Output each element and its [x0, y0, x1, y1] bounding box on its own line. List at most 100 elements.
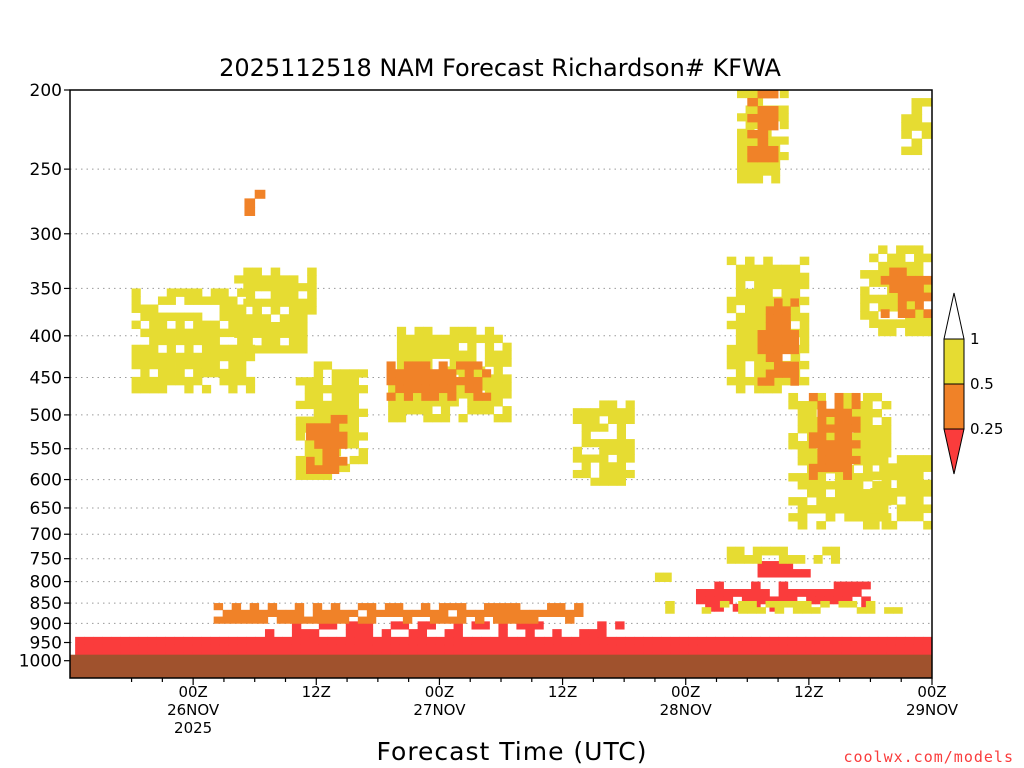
ri-cell [149, 344, 159, 354]
x-tick-label: 29NOV [906, 701, 959, 719]
ri-cell [467, 390, 477, 399]
ri-cell [243, 298, 253, 307]
ri-cell [862, 497, 873, 506]
ri-cell [193, 368, 203, 378]
ri-cell [322, 416, 333, 425]
ri-cell [608, 469, 618, 479]
ri-cell [493, 358, 503, 367]
ri-cell [429, 377, 440, 386]
ri-cell [402, 616, 413, 624]
ri-cell [157, 328, 168, 338]
ri-cell [783, 569, 794, 578]
ri-cell [663, 572, 672, 582]
ri-cell [456, 361, 466, 370]
ri-cell [634, 636, 644, 646]
ri-cell [870, 487, 880, 497]
ri-cell [905, 463, 915, 472]
y-tick-label: 700 [30, 525, 62, 545]
ri-cell [872, 481, 883, 490]
ri-cell [834, 481, 845, 490]
ri-cell [444, 636, 455, 646]
y-tick-label: 500 [30, 406, 62, 426]
ri-cell [757, 569, 767, 578]
ri-cell [735, 272, 746, 282]
richardson-cells [75, 90, 932, 662]
ri-cell [772, 272, 782, 282]
ri-cell [616, 408, 627, 417]
ri-cell [906, 309, 916, 318]
ri-cell [797, 513, 808, 522]
ri-cell [502, 603, 512, 611]
ri-cell [914, 327, 924, 337]
ri-cell [737, 175, 746, 184]
ri-cell [228, 376, 238, 386]
ri-cell [417, 644, 428, 654]
ri-cell [358, 448, 368, 457]
ri-cell [157, 320, 168, 330]
ri-cell [714, 603, 724, 612]
ri-cell [396, 342, 407, 351]
ri-cell [834, 392, 844, 402]
ri-cell [754, 384, 764, 394]
ri-cell [245, 288, 256, 297]
ri-cell [166, 368, 176, 378]
ri-cell [860, 294, 870, 304]
ri-cell [246, 636, 256, 646]
ri-cell [388, 382, 398, 391]
ri-cell [897, 309, 907, 318]
ri-cell [799, 296, 810, 306]
ri-cell [844, 392, 855, 402]
ri-cell [778, 636, 789, 646]
ri-cell [608, 415, 618, 425]
ri-cell [219, 376, 229, 386]
ri-cell [778, 546, 788, 556]
ri-cell [331, 408, 342, 417]
ri-cell [888, 471, 898, 481]
ri-cell [779, 121, 789, 130]
ri-cell [862, 392, 873, 402]
ri-cell [237, 352, 247, 362]
ri-cell [757, 337, 767, 347]
ri-cell [210, 296, 220, 305]
ri-cell [747, 600, 757, 608]
ri-cell [799, 312, 810, 322]
ri-cell [252, 314, 262, 323]
ri-cell [844, 400, 855, 410]
ri-cell [834, 448, 844, 457]
ri-cell [140, 312, 150, 322]
ri-cell [440, 414, 451, 423]
ri-cell [396, 350, 407, 359]
ri-cell [358, 432, 368, 441]
ri-cell [414, 398, 424, 407]
ri-cell [249, 609, 260, 617]
ri-cell [921, 98, 932, 107]
ri-cell [421, 377, 431, 386]
x-tick-label: 00Z [425, 683, 454, 701]
ri-cell [862, 441, 873, 450]
ri-cell [358, 408, 368, 417]
ri-cell [193, 328, 203, 338]
ri-cell [781, 264, 792, 274]
ri-cell [331, 400, 342, 410]
ri-cell [572, 408, 583, 417]
ri-cell [535, 644, 545, 654]
ri-cell [399, 636, 410, 646]
ri-cell [174, 636, 184, 646]
ri-cell [844, 513, 855, 522]
ri-cell [763, 384, 773, 394]
ri-cell [790, 264, 801, 274]
ri-cell [817, 448, 827, 457]
ri-cell [754, 167, 764, 176]
ri-cell [773, 322, 783, 331]
ri-cell [219, 304, 229, 313]
ri-cell [175, 352, 185, 362]
ri-cell [330, 440, 340, 449]
ri-cell [354, 636, 365, 646]
ri-cell [654, 572, 664, 582]
ri-cell [634, 644, 644, 654]
ri-cell [799, 256, 810, 266]
ri-cell [307, 275, 317, 284]
ri-cell [408, 644, 419, 654]
ri-cell [149, 360, 159, 370]
